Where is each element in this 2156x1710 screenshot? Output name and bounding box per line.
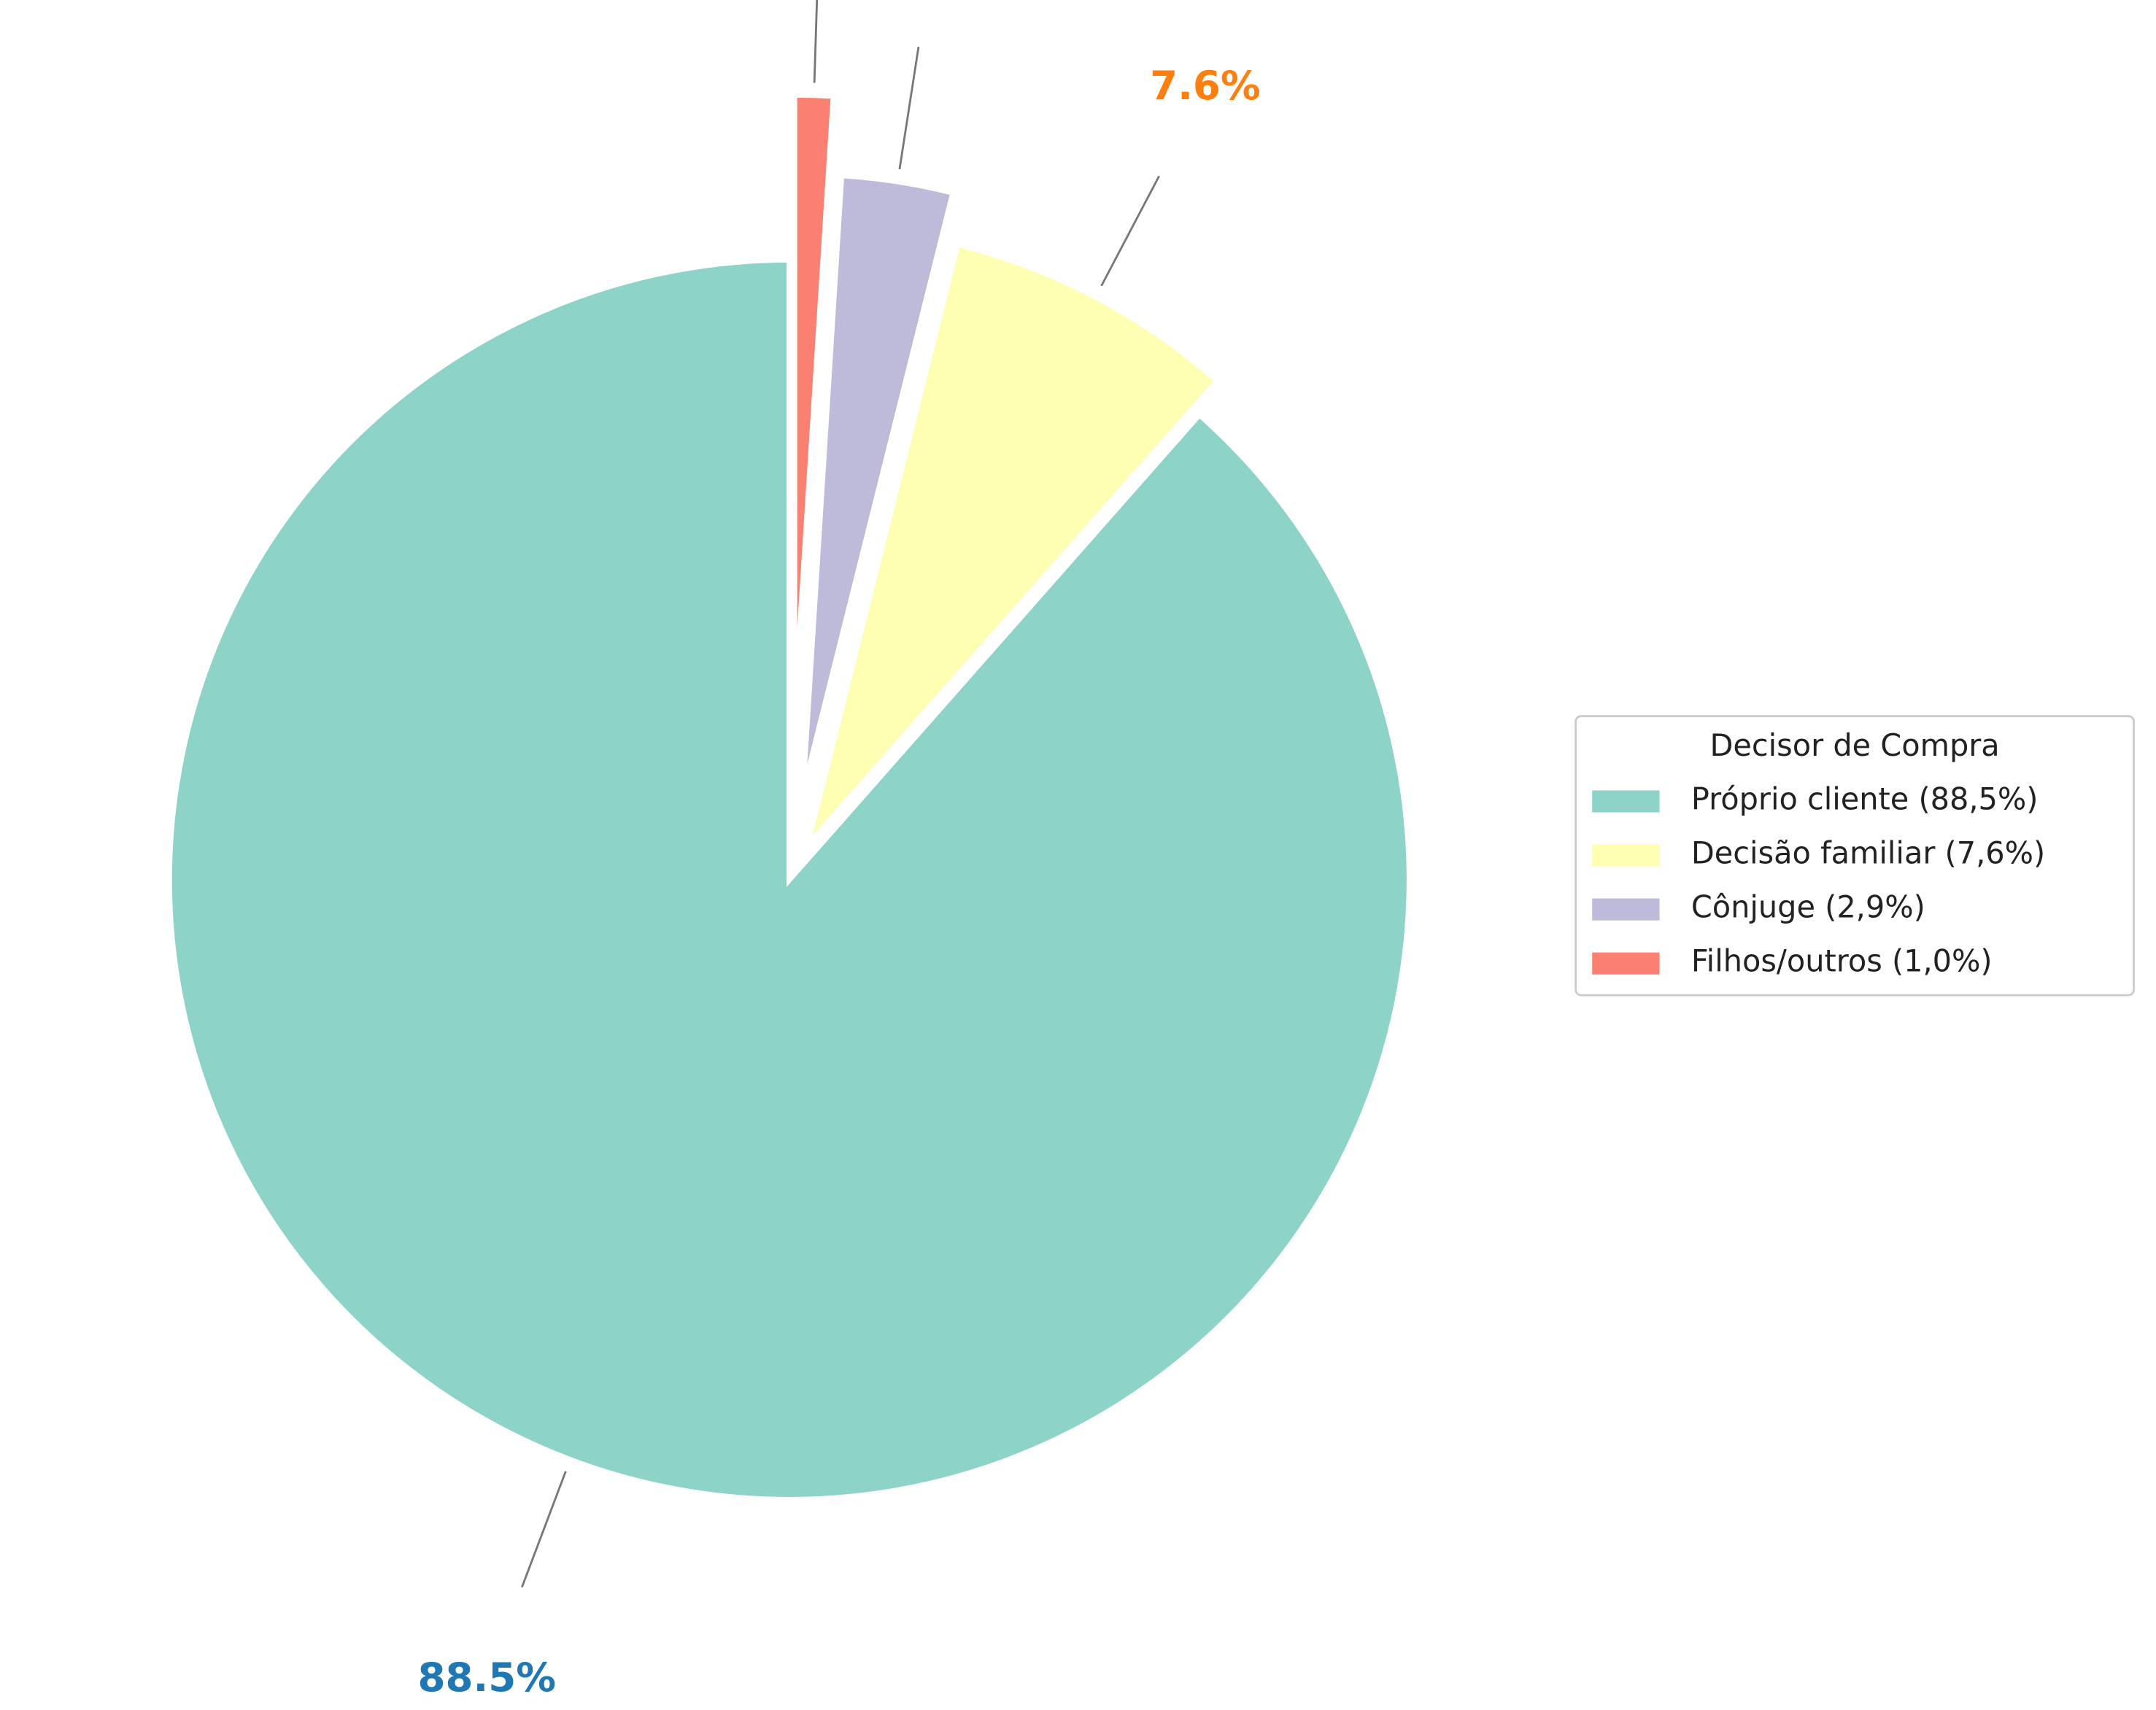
leader-line xyxy=(521,1471,567,1588)
legend-swatch xyxy=(1592,898,1660,921)
leader-line xyxy=(1100,175,1160,287)
legend-label: Filhos/outros (1,0%) xyxy=(1691,944,1993,979)
pie-slice xyxy=(792,92,837,716)
data-label: 88.5% xyxy=(418,1654,557,1701)
legend-swatch xyxy=(1592,844,1660,867)
legend-swatch xyxy=(1592,952,1660,975)
legend-label: Próprio cliente (88,5%) xyxy=(1691,782,2039,817)
leader-line xyxy=(813,0,819,83)
legend-swatch xyxy=(1592,790,1660,813)
pie-slice xyxy=(804,241,1221,848)
legend-box xyxy=(1575,715,2136,997)
legend-title: Decisor de Compra xyxy=(1709,728,1999,763)
data-label: 7.6% xyxy=(1150,62,1260,109)
legend-label: Decisão familiar (7,6%) xyxy=(1691,836,2045,871)
legend-label: Cônjuge (2,9%) xyxy=(1691,890,1925,925)
pie-slice xyxy=(800,172,957,795)
pie-slice xyxy=(166,257,1413,1503)
leader-line xyxy=(898,46,920,170)
